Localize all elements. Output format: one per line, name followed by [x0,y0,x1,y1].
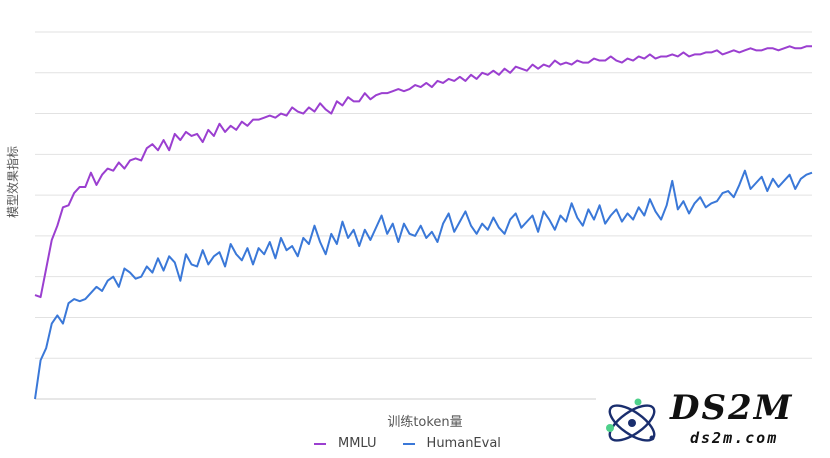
legend-swatch-humaneval [402,442,415,445]
series-line-humaneval[interactable] [34,169,813,400]
x-axis-label: 训练token量 [387,415,463,430]
legend-label-humaneval: HumanEval [426,436,501,451]
gridlines [35,31,812,359]
legend-swatch-mmlu [314,442,326,445]
watermark-title: DS2M [670,388,794,428]
legend-item-humaneval[interactable]: HumanEval [402,436,501,451]
series-line-mmlu[interactable] [34,45,812,299]
legend-label-mmlu: MMLU [338,436,377,451]
chart-legend: MMLU HumanEval [314,436,527,451]
atom-logo-icon [606,398,656,442]
watermark-url: ds2m.com [690,429,779,447]
y-axis-label: 模型效果指标 [6,145,20,218]
watermark: DS2M ds2m.com [596,388,830,458]
legend-item-mmlu[interactable]: MMLU [314,436,377,451]
